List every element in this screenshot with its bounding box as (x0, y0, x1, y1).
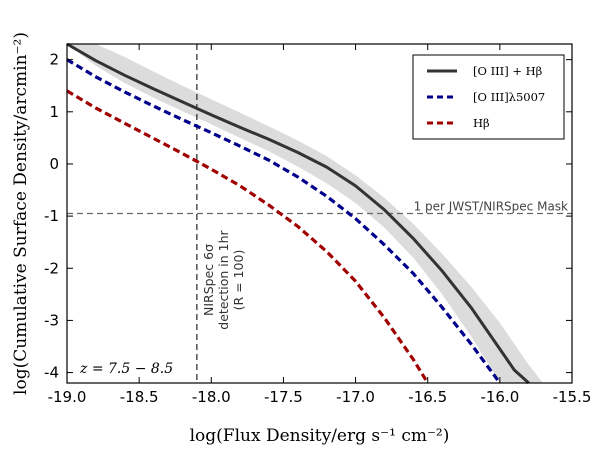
uncertainty-band-layer (67, 44, 544, 383)
x-axis-title: log(Flux Density/erg s⁻¹ cm⁻²) (190, 426, 450, 446)
vline-label: NIRSpec 6σ detection in 1hr (R = 100) (201, 229, 246, 329)
y-tick-label: -3 (44, 311, 59, 329)
y-tick-label: 2 (49, 51, 59, 69)
legend: [O III] + Hβ [O III]λ5007 Hβ (412, 54, 565, 140)
y-axis-title: log(Cumulative Surface Density/arcmin⁻²) (11, 32, 31, 395)
y-tick-label: 0 (49, 155, 59, 173)
x-tick-label: -15.5 (553, 388, 592, 406)
vline-label-line-1: NIRSpec 6σ (201, 244, 216, 316)
y-tick-label: 1 (49, 103, 59, 121)
y-tick-label: -2 (44, 259, 59, 277)
vline-label-line-3: (R = 100) (231, 250, 246, 311)
x-tick-label: -16.0 (480, 388, 519, 406)
vline-label-line-2: detection in 1hr (216, 229, 231, 329)
x-tick-label: -19.0 (48, 388, 87, 406)
series-line-hbeta (66, 89, 430, 384)
reference-lines-layer (67, 44, 572, 383)
redshift-annotation: z = 7.5 − 8.5 (79, 361, 173, 377)
legend-label-hbeta: Hβ (473, 116, 490, 130)
x-tick-label: -16.5 (408, 388, 447, 406)
uncertainty-band (67, 44, 544, 383)
series-line-oiii-hbeta (66, 42, 530, 385)
series-layer (66, 42, 530, 385)
series-line-oiii-5007 (66, 58, 502, 384)
plot-frame (66, 43, 573, 384)
legend-label-oiii-hbeta: [O III] + Hβ (473, 64, 543, 78)
x-tick-label: -17.5 (264, 388, 303, 406)
y-tick-label: -1 (44, 207, 59, 225)
x-tick-label: -18.5 (120, 388, 159, 406)
legend-label-oiii-5007: [O III]λ5007 (473, 90, 545, 104)
ticks-layer: -19.0 -18.5 -18.0 -17.5 -17.0 -16.5 -16.0 -15.5… (44, 44, 591, 406)
x-tick-label: -18.0 (192, 388, 231, 406)
y-tick-label: -4 (44, 364, 59, 382)
x-tick-label: -17.0 (336, 388, 375, 406)
hline-label: 1 per JWST/NIRSpec Mask (414, 200, 568, 214)
